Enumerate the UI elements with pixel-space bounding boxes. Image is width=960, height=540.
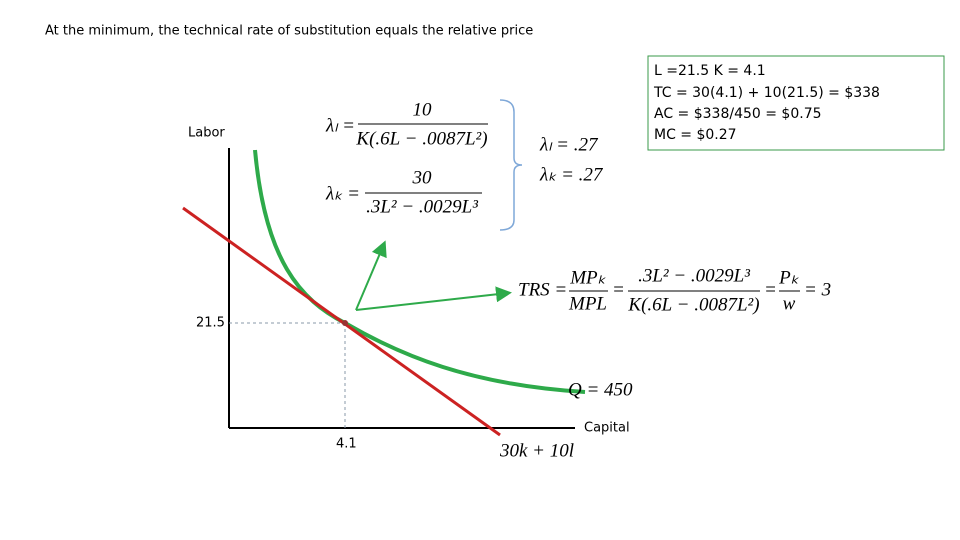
equation-numerator: 30 [412,167,433,188]
summary-line: TC = 30(4.1) + 10(21.5) = $338 [653,85,880,101]
equation-operator: = [612,279,625,300]
equation-result: = 3 [804,279,831,300]
equation-denominator: K(.6L − .0087L²) [627,294,759,315]
equation-operator: = [764,279,777,300]
equation-denominator: w [783,293,796,314]
equation-numerator: .3L² − .0029L³ [638,265,750,286]
equation-lhs: TRS = [518,279,567,300]
summary-line: AC = $338/450 = $0.75 [654,106,822,122]
equation-lhs: λₗ = [325,115,355,136]
equation-denominator: .3L² − .0029L³ [366,196,478,217]
x-axis-label: Capital [584,421,630,436]
optimum-point [342,320,348,326]
equation-value: λₗ = .27 [539,134,599,155]
equation-denominator: K(.6L − .0087L²) [355,128,487,149]
isocost-label: 30k + 10l [499,440,574,461]
slide-title: At the minimum, the technical rate of su… [45,24,533,39]
isoquant-label: Q = 450 [568,379,633,400]
equation-lhs: λₖ = [325,183,360,204]
summary-line: L =21.5 K = 4.1 [654,63,766,79]
summary-box [647,55,945,151]
equation-numerator: MPₖ [569,267,606,288]
x-tick-label: 4.1 [336,437,357,452]
y-tick-label: 21.5 [196,316,225,331]
bracket [499,99,523,231]
equation-denominator: MPL [568,293,607,314]
y-axis-label: Labor [188,126,225,141]
equation-value: λₖ = .27 [539,164,604,185]
equation-numerator: Pₖ [778,267,800,288]
isocost-line [182,206,501,437]
equation-numerator: 10 [413,99,433,120]
summary-line: MC = $0.27 [654,127,737,143]
arrow [355,286,512,311]
arrow [355,240,387,311]
